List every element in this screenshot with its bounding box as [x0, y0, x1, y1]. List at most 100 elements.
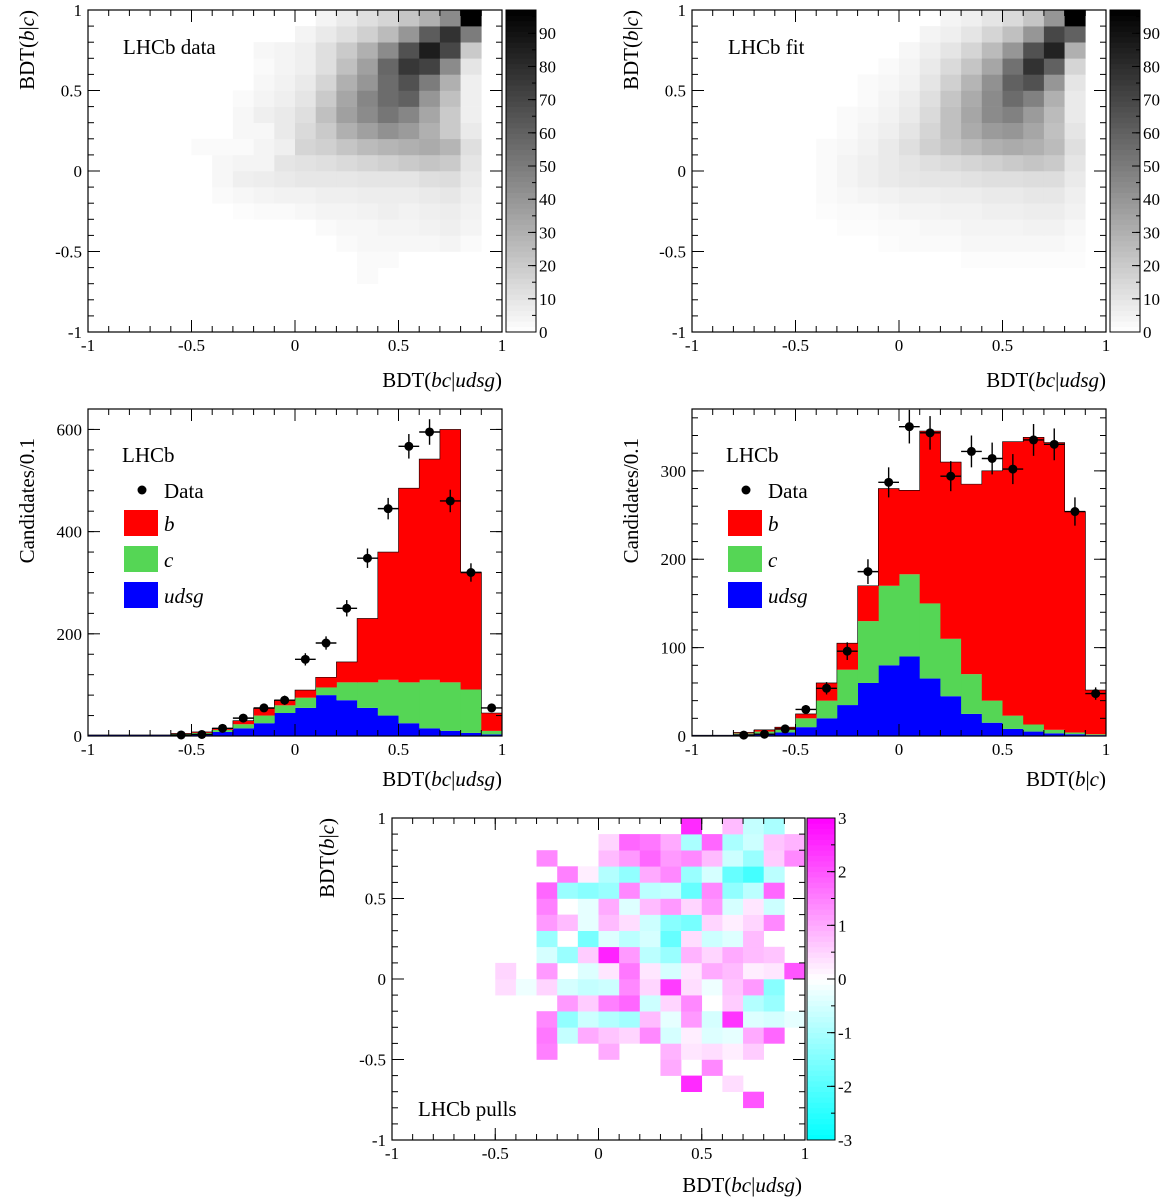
- colorbar-step: [506, 294, 536, 301]
- bar-udsg: [961, 713, 983, 736]
- heatmap-cell: [961, 106, 983, 123]
- heatmap-cell: [295, 106, 316, 123]
- heatmap-cell: [536, 914, 558, 931]
- heatmap-cell: [919, 122, 941, 140]
- heatmap-cell: [722, 962, 744, 980]
- heatmap-cell: [1064, 122, 1086, 140]
- colorbar-tick-label: 70: [1143, 91, 1160, 110]
- data-point: [404, 441, 414, 451]
- colorbar-step: [1110, 310, 1140, 317]
- x-tick-label: 0: [594, 1144, 603, 1163]
- heatmap-cell: [315, 187, 337, 204]
- heatmap-cell: [940, 122, 962, 140]
- data-point: [1091, 689, 1101, 699]
- svg-text:BDT(b|c): BDT(b|c): [315, 818, 339, 898]
- legend-c-swatch: [124, 546, 158, 572]
- bar-udsg: [295, 707, 317, 736]
- colorbar-step: [1110, 272, 1140, 279]
- heatmap-cell: [660, 1027, 682, 1044]
- heatmap-cell: [940, 42, 962, 59]
- heatmap-cell: [253, 42, 275, 59]
- heatmap-cell: [495, 979, 517, 996]
- colorbar-tick-label: 10: [1143, 290, 1160, 309]
- heatmap-cell: [940, 10, 962, 27]
- heatmap-cell: [1002, 106, 1024, 123]
- heatmap-cell: [722, 866, 744, 883]
- heatmap-cell: [981, 26, 1003, 43]
- colorbar-tick-label: 0: [838, 970, 847, 989]
- heatmap-cell: [253, 138, 275, 156]
- bar-udsg: [398, 723, 420, 736]
- heatmap-cell: [398, 106, 420, 123]
- heatmap-cell: [419, 219, 441, 236]
- heatmap-cell: [743, 882, 764, 899]
- heatmap-cell: [961, 219, 983, 236]
- legend-b-label: b: [164, 512, 175, 536]
- colorbar-tick-label: 0: [1143, 323, 1152, 342]
- colorbar-step: [807, 818, 835, 824]
- data-point: [466, 568, 476, 577]
- heatmap-cell: [981, 90, 1003, 107]
- heatmap-cell: [460, 154, 482, 172]
- heatmap-cell: [660, 882, 682, 899]
- heatmap-cell: [639, 914, 661, 931]
- heatmap-cell: [701, 850, 723, 867]
- heatmap-cell: [295, 171, 316, 188]
- data-point: [259, 703, 269, 713]
- bar-c: [357, 682, 379, 708]
- heatmap-cell: [660, 1059, 682, 1076]
- heatmap-cell: [315, 74, 337, 91]
- bar-b: [961, 484, 983, 675]
- heatmap-cell: [836, 187, 858, 204]
- colorbar-step: [1110, 187, 1140, 193]
- heatmap-cell: [816, 171, 838, 188]
- heatmap-cell: [919, 203, 941, 220]
- data-point: [425, 427, 435, 437]
- heatmap-cell: [899, 90, 920, 107]
- heatmap-cell: [419, 235, 441, 252]
- heatmap-cell: [743, 946, 764, 964]
- data-point: [801, 704, 811, 714]
- colorbar-step: [506, 122, 536, 129]
- heatmap-cell: [763, 962, 785, 980]
- panel-projection-bc-udsg: -1 -0.5 0 0.5 1 0 200 400 600 LHCb Data b c udsg…: [15, 408, 506, 791]
- heatmap-cell: [295, 58, 316, 75]
- colorbar-step: [1110, 31, 1140, 38]
- heatmap-cell: [701, 1011, 723, 1028]
- heatmap-cell: [398, 74, 420, 91]
- heatmap-cell: [816, 138, 838, 156]
- colorbar-tick-label: 90: [1143, 24, 1160, 43]
- heatmap-cell: [232, 171, 254, 188]
- heatmap-cell: [940, 219, 962, 236]
- heatmap-cell: [398, 187, 420, 204]
- data-point: [176, 730, 186, 740]
- heatmap-cell: [763, 850, 785, 867]
- colorbar-step: [1110, 149, 1140, 156]
- colorbar-step: [506, 187, 536, 193]
- heatmap-cell: [743, 850, 764, 867]
- heatmap-cell: [961, 171, 983, 188]
- heatmap-cell: [857, 74, 879, 91]
- heatmap-cell: [857, 203, 879, 220]
- colorbar-step: [1110, 305, 1140, 311]
- colorbar-step: [1110, 181, 1140, 188]
- colorbar-step: [1110, 90, 1140, 97]
- x-tick-label: -1: [81, 336, 95, 355]
- heatmap-cell: [439, 58, 461, 75]
- heatmap-cell: [357, 235, 379, 252]
- heatmap-cell: [961, 122, 983, 140]
- legend-data-label: Data: [164, 479, 204, 503]
- colorbar-step: [1110, 52, 1140, 59]
- heatmap-cell: [961, 58, 983, 75]
- heatmap-cell: [377, 235, 399, 252]
- heatmap-cell: [1064, 10, 1086, 27]
- y-tick-label: 0: [678, 162, 687, 181]
- data-point: [383, 504, 393, 514]
- svg-text:BDT(bc|udsg): BDT(bc|udsg): [382, 767, 502, 791]
- heatmap-cell: [836, 171, 858, 188]
- heatmap-cell: [1064, 235, 1086, 252]
- data-point: [238, 713, 248, 723]
- heatmap-cell: [460, 171, 482, 188]
- legend-b-swatch: [124, 510, 158, 536]
- bar-c: [419, 679, 441, 729]
